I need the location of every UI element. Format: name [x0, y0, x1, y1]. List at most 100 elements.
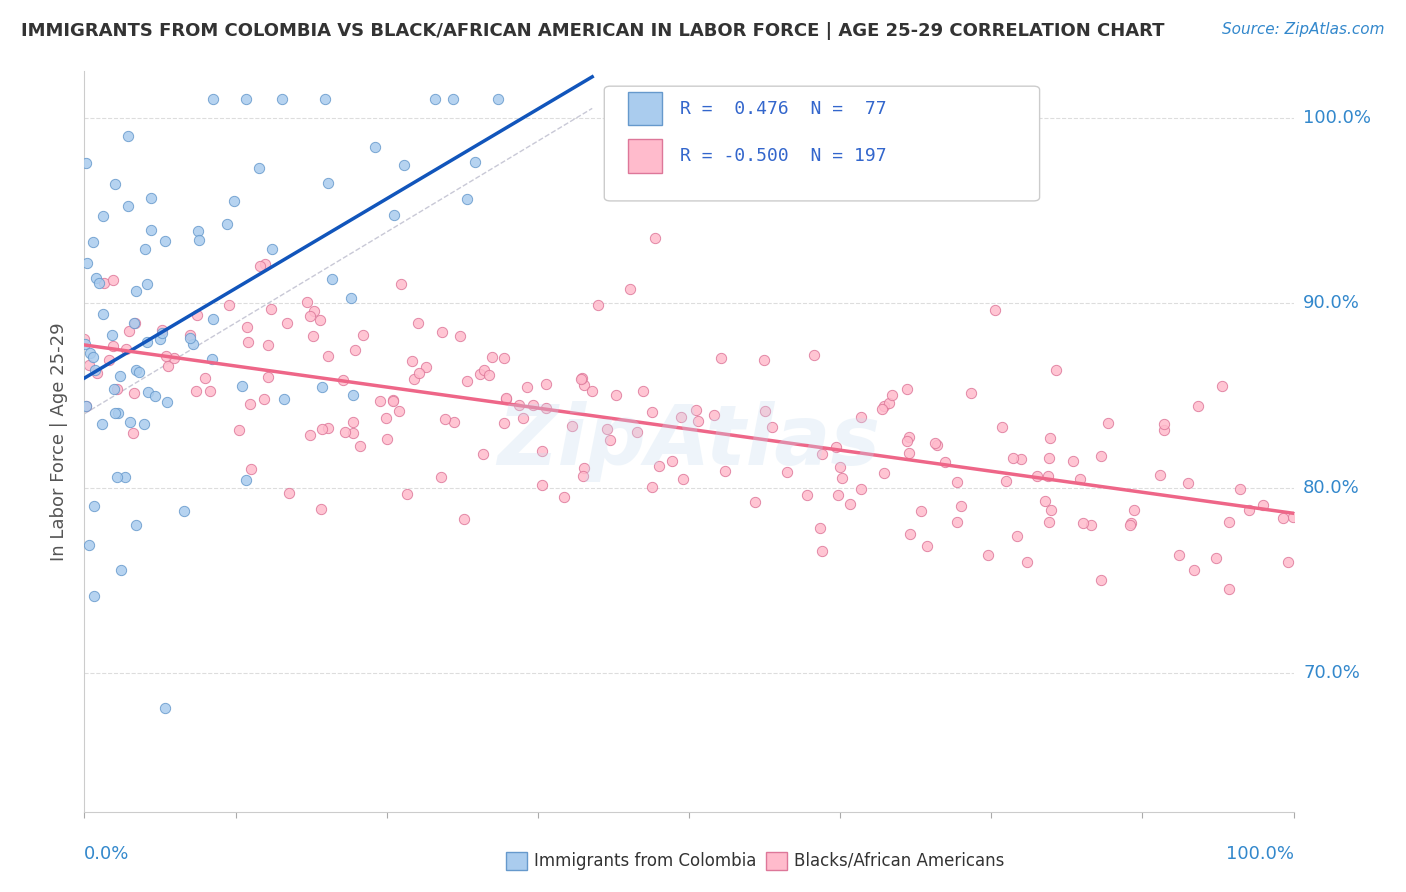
Point [870, 401, 893, 416]
Point [75, 156, 97, 170]
Point [93, 276, 115, 290]
Point [449, 329, 471, 343]
Point [153, 235, 176, 249]
Point [917, 539, 939, 553]
Point [898, 430, 921, 444]
Point [311, 501, 333, 516]
Point [194, 371, 217, 385]
Point [1149, 467, 1171, 482]
FancyBboxPatch shape [605, 87, 1039, 201]
Point [235, 92, 257, 106]
Point [1121, 516, 1143, 530]
Point [117, 199, 139, 213]
Point [685, 402, 707, 417]
Point [262, 243, 284, 257]
Point [101, 327, 124, 342]
Point [534, 401, 557, 415]
Point [530, 444, 553, 458]
Point [150, 326, 173, 341]
Point [83, 499, 105, 513]
Point [640, 405, 662, 419]
Point [990, 420, 1012, 434]
Point [122, 317, 145, 331]
Text: 100.0%: 100.0% [1226, 845, 1294, 863]
Point [156, 395, 179, 409]
Point [235, 473, 257, 487]
Text: R =  0.476  N =  77: R = 0.476 N = 77 [681, 100, 887, 118]
Point [880, 388, 903, 402]
Point [231, 378, 253, 392]
Text: 80.0%: 80.0% [1303, 479, 1360, 497]
Point [316, 421, 339, 435]
Point [672, 472, 695, 486]
Point [494, 417, 516, 431]
Point [811, 544, 834, 558]
Point [295, 295, 318, 310]
Point [77, 538, 100, 552]
Point [276, 316, 298, 330]
Point [1002, 451, 1025, 466]
Point [464, 155, 486, 169]
Point [240, 462, 263, 476]
Point [408, 366, 430, 380]
Point [188, 233, 211, 247]
Point [249, 259, 271, 273]
Point [1281, 510, 1303, 524]
Point [569, 371, 592, 385]
Point [605, 388, 627, 402]
Point [810, 521, 832, 535]
Point [103, 382, 125, 396]
Point [1090, 449, 1112, 463]
Point [828, 459, 851, 474]
Point [236, 335, 259, 350]
Point [1153, 417, 1175, 432]
Point [471, 447, 494, 461]
Point [273, 392, 295, 407]
Point [827, 488, 849, 502]
Point [945, 516, 967, 530]
Point [686, 414, 709, 428]
Point [1069, 472, 1091, 486]
Point [581, 384, 603, 399]
Point [453, 511, 475, 525]
Point [247, 161, 270, 176]
Point [415, 359, 437, 374]
Point [187, 224, 209, 238]
Text: R = -0.500  N = 197: R = -0.500 N = 197 [681, 147, 887, 165]
Point [849, 410, 872, 425]
Point [1097, 416, 1119, 430]
Point [125, 284, 148, 298]
Point [236, 319, 259, 334]
Point [184, 384, 207, 399]
Point [1026, 469, 1049, 483]
Point [342, 388, 364, 402]
Point [596, 421, 619, 435]
Point [382, 208, 405, 222]
Point [277, 485, 299, 500]
Point [481, 350, 503, 364]
Point [183, 337, 205, 351]
Point [302, 304, 325, 318]
Point [122, 386, 145, 401]
Point [950, 499, 973, 513]
Point [522, 399, 544, 413]
Point [702, 408, 724, 422]
Point [104, 406, 127, 420]
Point [257, 338, 280, 352]
Point [1272, 511, 1295, 525]
Point [153, 700, 176, 714]
Point [754, 404, 776, 418]
Point [143, 388, 166, 402]
Point [1039, 431, 1062, 445]
Y-axis label: In Labor Force | Age 25-29: In Labor Force | Age 25-29 [51, 322, 69, 561]
Point [404, 372, 426, 386]
Point [135, 334, 157, 349]
Point [468, 368, 491, 382]
Point [924, 436, 946, 450]
Point [124, 317, 146, 331]
Point [1090, 574, 1112, 588]
Point [984, 302, 1007, 317]
Point [1005, 529, 1028, 543]
Point [959, 385, 981, 400]
Point [1168, 548, 1191, 562]
